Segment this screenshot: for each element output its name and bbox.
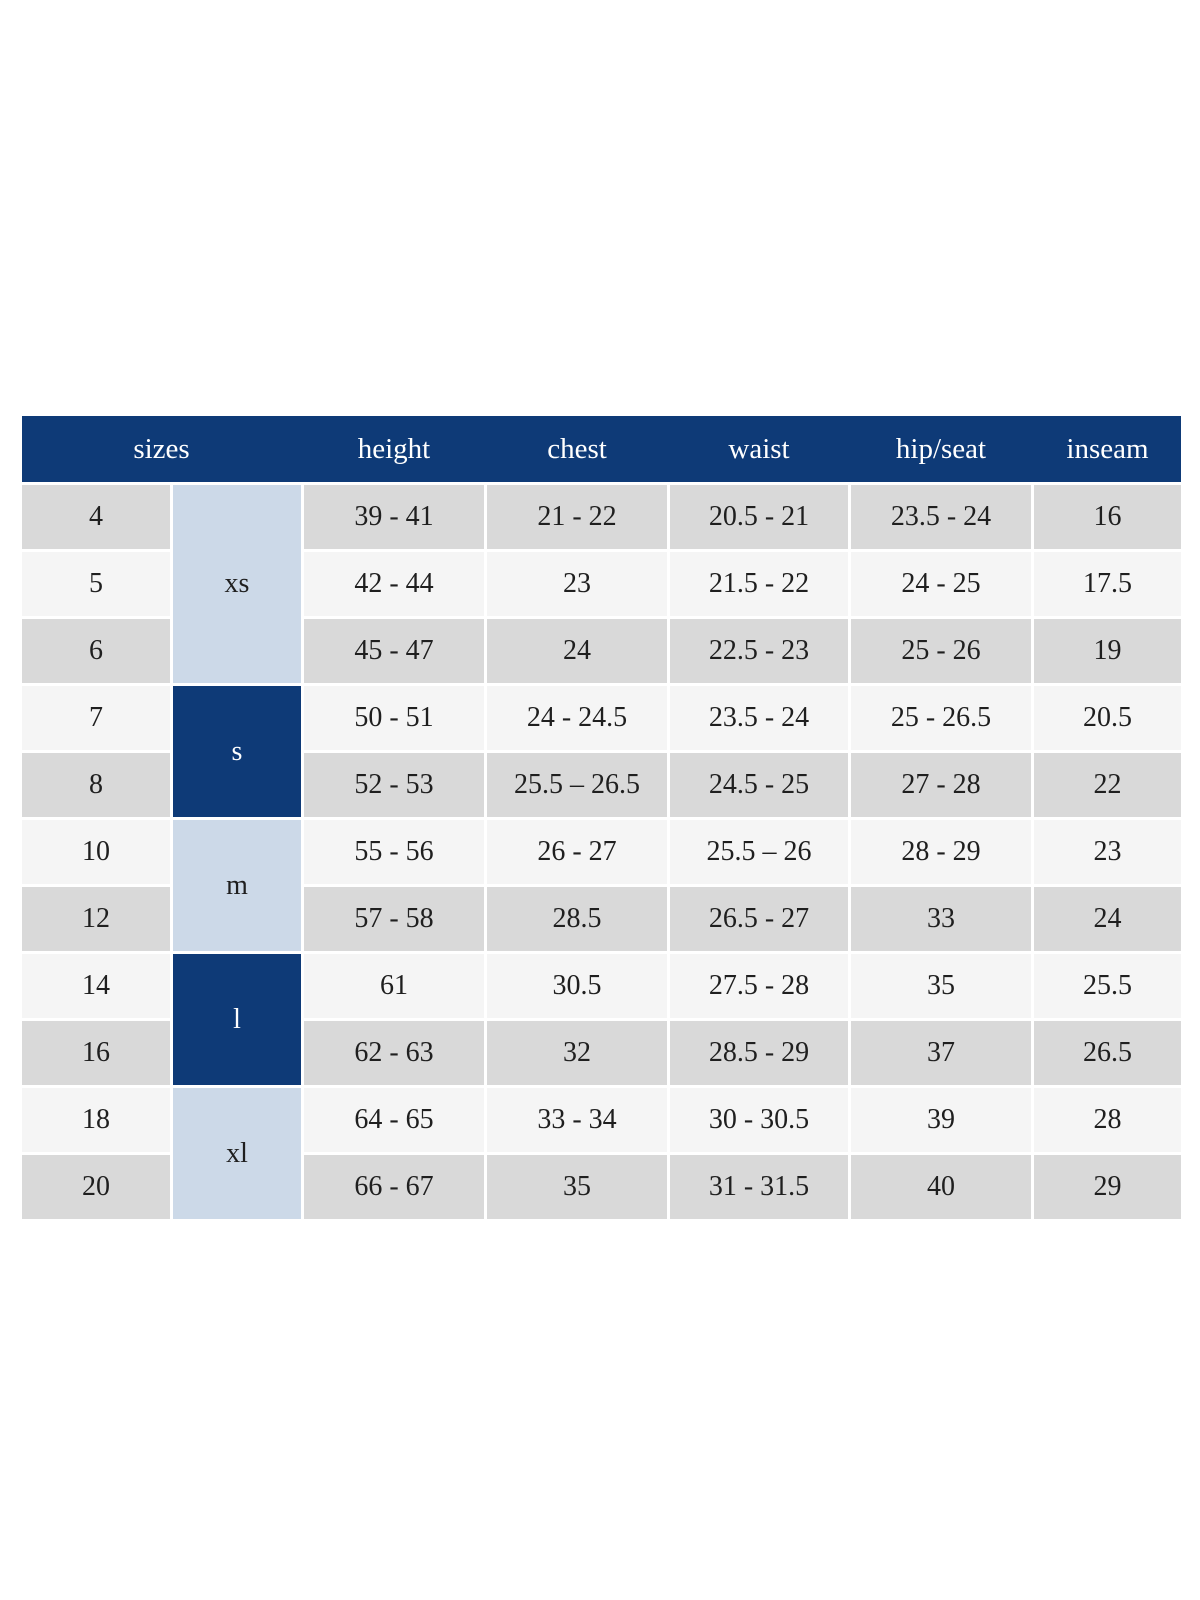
cell-chest: 35 bbox=[487, 1155, 667, 1219]
group-cell-l: l bbox=[173, 954, 301, 1085]
cell-inseam: 20.5 bbox=[1034, 686, 1181, 750]
cell-height: 55 - 56 bbox=[304, 820, 484, 884]
cell-hip-seat: 37 bbox=[851, 1021, 1031, 1085]
cell-height: 39 - 41 bbox=[304, 485, 484, 549]
cell-hip-seat: 27 - 28 bbox=[851, 753, 1031, 817]
cell-inseam: 26.5 bbox=[1034, 1021, 1181, 1085]
cell-waist: 26.5 - 27 bbox=[670, 887, 848, 951]
header-cell-waist: waist bbox=[728, 433, 790, 465]
cell-waist: 24.5 - 25 bbox=[670, 753, 848, 817]
cell-size: 8 bbox=[22, 753, 170, 817]
cell-waist: 30 - 30.5 bbox=[670, 1088, 848, 1152]
group-cell-m: m bbox=[173, 820, 301, 951]
cell-size: 4 bbox=[22, 485, 170, 549]
group-cell-xl: xl bbox=[173, 1088, 301, 1219]
cell-chest: 21 - 22 bbox=[487, 485, 667, 549]
cell-size: 12 bbox=[22, 887, 170, 951]
header-cell-height: height bbox=[357, 433, 431, 465]
header-cell-hip-seat: hip/seat bbox=[895, 433, 987, 465]
cell-inseam: 28 bbox=[1034, 1088, 1181, 1152]
cell-chest: 23 bbox=[487, 552, 667, 616]
size-chart-table: sizes height chest waist hip/seat inseam… bbox=[22, 416, 1181, 1219]
cell-size: 18 bbox=[22, 1088, 170, 1152]
cell-height: 45 - 47 bbox=[304, 619, 484, 683]
cell-waist: 27.5 - 28 bbox=[670, 954, 848, 1018]
cell-height: 52 - 53 bbox=[304, 753, 484, 817]
cell-chest: 33 - 34 bbox=[487, 1088, 667, 1152]
cell-size: 5 bbox=[22, 552, 170, 616]
cell-chest: 26 - 27 bbox=[487, 820, 667, 884]
group-cell-s: s bbox=[173, 686, 301, 817]
cell-chest: 28.5 bbox=[487, 887, 667, 951]
cell-inseam: 24 bbox=[1034, 887, 1181, 951]
cell-hip-seat: 33 bbox=[851, 887, 1031, 951]
cell-waist: 23.5 - 24 bbox=[670, 686, 848, 750]
cell-inseam: 17.5 bbox=[1034, 552, 1181, 616]
cell-height: 50 - 51 bbox=[304, 686, 484, 750]
cell-inseam: 16 bbox=[1034, 485, 1181, 549]
cell-hip-seat: 39 bbox=[851, 1088, 1031, 1152]
cell-size: 20 bbox=[22, 1155, 170, 1219]
cell-size: 16 bbox=[22, 1021, 170, 1085]
cell-hip-seat: 25 - 26.5 bbox=[851, 686, 1031, 750]
cell-size: 7 bbox=[22, 686, 170, 750]
cell-size: 6 bbox=[22, 619, 170, 683]
cell-hip-seat: 24 - 25 bbox=[851, 552, 1031, 616]
header-cell-chest: chest bbox=[547, 433, 607, 465]
cell-chest: 25.5 – 26.5 bbox=[487, 753, 667, 817]
cell-chest: 24 - 24.5 bbox=[487, 686, 667, 750]
cell-size: 10 bbox=[22, 820, 170, 884]
cell-height: 62 - 63 bbox=[304, 1021, 484, 1085]
cell-height: 66 - 67 bbox=[304, 1155, 484, 1219]
header-cell-inseam: inseam bbox=[1066, 433, 1149, 465]
table-header: sizes height chest waist hip/seat inseam bbox=[22, 416, 1181, 482]
cell-chest: 32 bbox=[487, 1021, 667, 1085]
cell-inseam: 25.5 bbox=[1034, 954, 1181, 1018]
cell-height: 42 - 44 bbox=[304, 552, 484, 616]
cell-height: 61 bbox=[304, 954, 484, 1018]
cell-chest: 30.5 bbox=[487, 954, 667, 1018]
cell-waist: 20.5 - 21 bbox=[670, 485, 848, 549]
cell-waist: 22.5 - 23 bbox=[670, 619, 848, 683]
cell-inseam: 22 bbox=[1034, 753, 1181, 817]
group-cell-xs: xs bbox=[173, 485, 301, 683]
cell-waist: 21.5 - 22 bbox=[670, 552, 848, 616]
cell-chest: 24 bbox=[487, 619, 667, 683]
header-cell-sizes: sizes bbox=[133, 433, 190, 465]
cell-hip-seat: 23.5 - 24 bbox=[851, 485, 1031, 549]
cell-waist: 31 - 31.5 bbox=[670, 1155, 848, 1219]
cell-size: 14 bbox=[22, 954, 170, 1018]
cell-height: 64 - 65 bbox=[304, 1088, 484, 1152]
cell-hip-seat: 35 bbox=[851, 954, 1031, 1018]
cell-waist: 28.5 - 29 bbox=[670, 1021, 848, 1085]
cell-height: 57 - 58 bbox=[304, 887, 484, 951]
cell-waist: 25.5 – 26 bbox=[670, 820, 848, 884]
cell-hip-seat: 40 bbox=[851, 1155, 1031, 1219]
cell-hip-seat: 25 - 26 bbox=[851, 619, 1031, 683]
cell-hip-seat: 28 - 29 bbox=[851, 820, 1031, 884]
cell-inseam: 19 bbox=[1034, 619, 1181, 683]
cell-inseam: 29 bbox=[1034, 1155, 1181, 1219]
table-body: 4 39 - 41 21 - 22 20.5 - 21 23.5 - 24 16 5 42 -… bbox=[22, 485, 1181, 1219]
cell-inseam: 23 bbox=[1034, 820, 1181, 884]
